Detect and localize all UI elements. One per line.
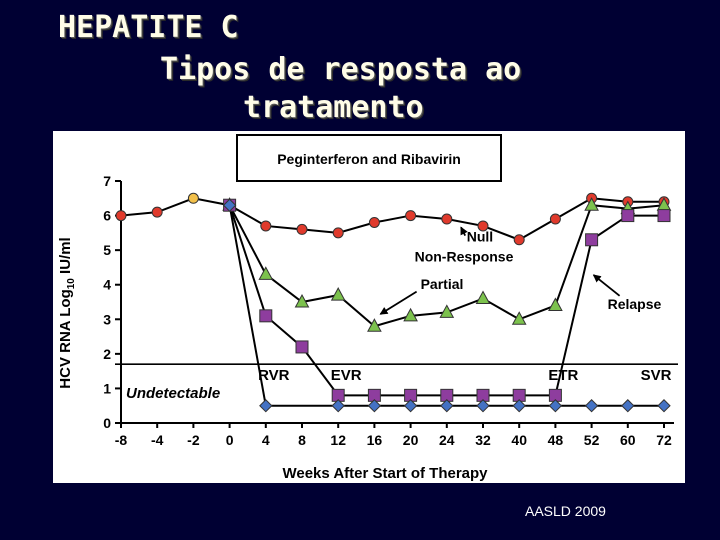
marker-null (477, 220, 489, 232)
y-tick-label: 5 (103, 242, 111, 258)
y-axis-label-main: HCV RNA Log (57, 289, 74, 388)
detection-limit: Undetectable (115, 363, 678, 402)
marker-partial (439, 304, 455, 318)
marker-null (405, 210, 417, 222)
marker-partial (403, 307, 418, 322)
x-tick-label: 72 (656, 432, 672, 448)
marker-svr (403, 399, 418, 413)
marker-svr (222, 198, 237, 212)
marker-partial (258, 266, 274, 280)
marker-null (441, 213, 453, 225)
x-tick-label: 40 (511, 432, 527, 448)
marker-svr (331, 399, 345, 413)
x-tick-label: 0 (226, 432, 234, 448)
chart-title-box (236, 134, 502, 182)
marker-partial (511, 311, 527, 325)
x-tick-label: 48 (548, 432, 564, 448)
x-tick-label: 52 (584, 432, 600, 448)
marker-relapse (621, 209, 635, 223)
y-tick-label: 1 (103, 380, 111, 396)
annotation-null: Null (467, 229, 493, 245)
marker-relapse (585, 233, 599, 247)
marker-svr (548, 399, 563, 413)
series-layer (115, 192, 672, 413)
marker-null (296, 223, 308, 235)
chart-title: Peginterferon and Ribavirin (277, 151, 461, 167)
x-tick-label: -8 (115, 432, 128, 448)
marker-partial (548, 297, 563, 311)
marker-null (513, 234, 525, 246)
x-tick-label: 60 (620, 432, 636, 448)
y-tick-label: 6 (103, 208, 111, 224)
y-axis-label: HCV RNA Log10 IU/ml (57, 237, 77, 388)
marker-null (187, 192, 199, 204)
y-tick-label: 2 (103, 346, 111, 362)
undetectable-label: Undetectable (126, 385, 220, 402)
marker-partial (367, 318, 382, 332)
series-line-null (120, 197, 664, 241)
y-axis-label-sub: 10 (66, 278, 77, 290)
x-axis-label: Weeks After Start of Therapy (282, 465, 488, 482)
annotation-arrow (460, 226, 468, 237)
marker-svr (440, 399, 454, 413)
x-tick-label: 12 (330, 432, 346, 448)
annotation-partial: Partial (421, 276, 464, 292)
marker-svr (657, 399, 671, 413)
marker-partial (475, 290, 491, 305)
x-tick-label: 20 (403, 432, 419, 448)
marker-relapse (657, 209, 671, 223)
chart-panel: Peginterferon and Ribavirin HCV RNA Log1… (53, 131, 685, 483)
marker-null (115, 210, 127, 222)
marker-null (368, 216, 380, 228)
slide-title-line-2: Tipos de resposta ao (160, 52, 522, 87)
marker-partial (330, 287, 346, 301)
marker-svr (476, 399, 490, 413)
milestone-label-evr: EVR (331, 367, 362, 384)
x-tick-label: 8 (298, 432, 306, 448)
labels-layer: RVR EVR ETR SVR Null Non-Response Partial Relap… (258, 226, 672, 384)
annotation-non-response: Non-Response (415, 249, 514, 265)
x-tick-label: -2 (187, 432, 200, 448)
source-citation: AASLD 2009 (525, 503, 606, 519)
marker-null (549, 213, 561, 225)
y-tick-label: 7 (103, 173, 111, 189)
marker-partial (584, 197, 599, 211)
x-tick-label: 32 (475, 432, 491, 448)
series-line-relapse (228, 204, 664, 397)
annotation-relapse: Relapse (608, 296, 662, 312)
marker-svr (584, 399, 599, 413)
marker-null (332, 227, 344, 239)
slide-title-line-1: HEPATITE C (58, 10, 239, 45)
x-tick-label: -4 (151, 432, 164, 448)
hcv-response-chart: Peginterferon and Ribavirin HCV RNA Log1… (57, 134, 678, 482)
marker-null (260, 220, 272, 232)
marker-svr (621, 399, 635, 413)
y-tick-label: 0 (103, 415, 111, 431)
slide-title-line-3: tratamento (243, 90, 424, 125)
marker-null (151, 206, 163, 218)
y-tick-label: 3 (103, 311, 111, 327)
annotation-arrow (592, 274, 621, 297)
marker-svr (512, 399, 526, 413)
annotation-arrow (379, 290, 418, 315)
x-tick-label: 16 (367, 432, 383, 448)
y-axis-label-end: IU/ml (57, 237, 74, 278)
x-tick-label: 24 (439, 432, 455, 448)
milestone-label-etr: ETR (548, 367, 578, 384)
marker-relapse (295, 340, 309, 354)
marker-svr (367, 399, 382, 413)
milestone-label-svr: SVR (641, 367, 672, 384)
marker-partial (294, 293, 310, 308)
x-tick-label: 4 (262, 432, 270, 448)
y-tick-label: 4 (103, 277, 111, 293)
milestone-label-rvr: RVR (258, 367, 290, 384)
marker-svr (259, 399, 273, 413)
marker-relapse (259, 309, 273, 323)
